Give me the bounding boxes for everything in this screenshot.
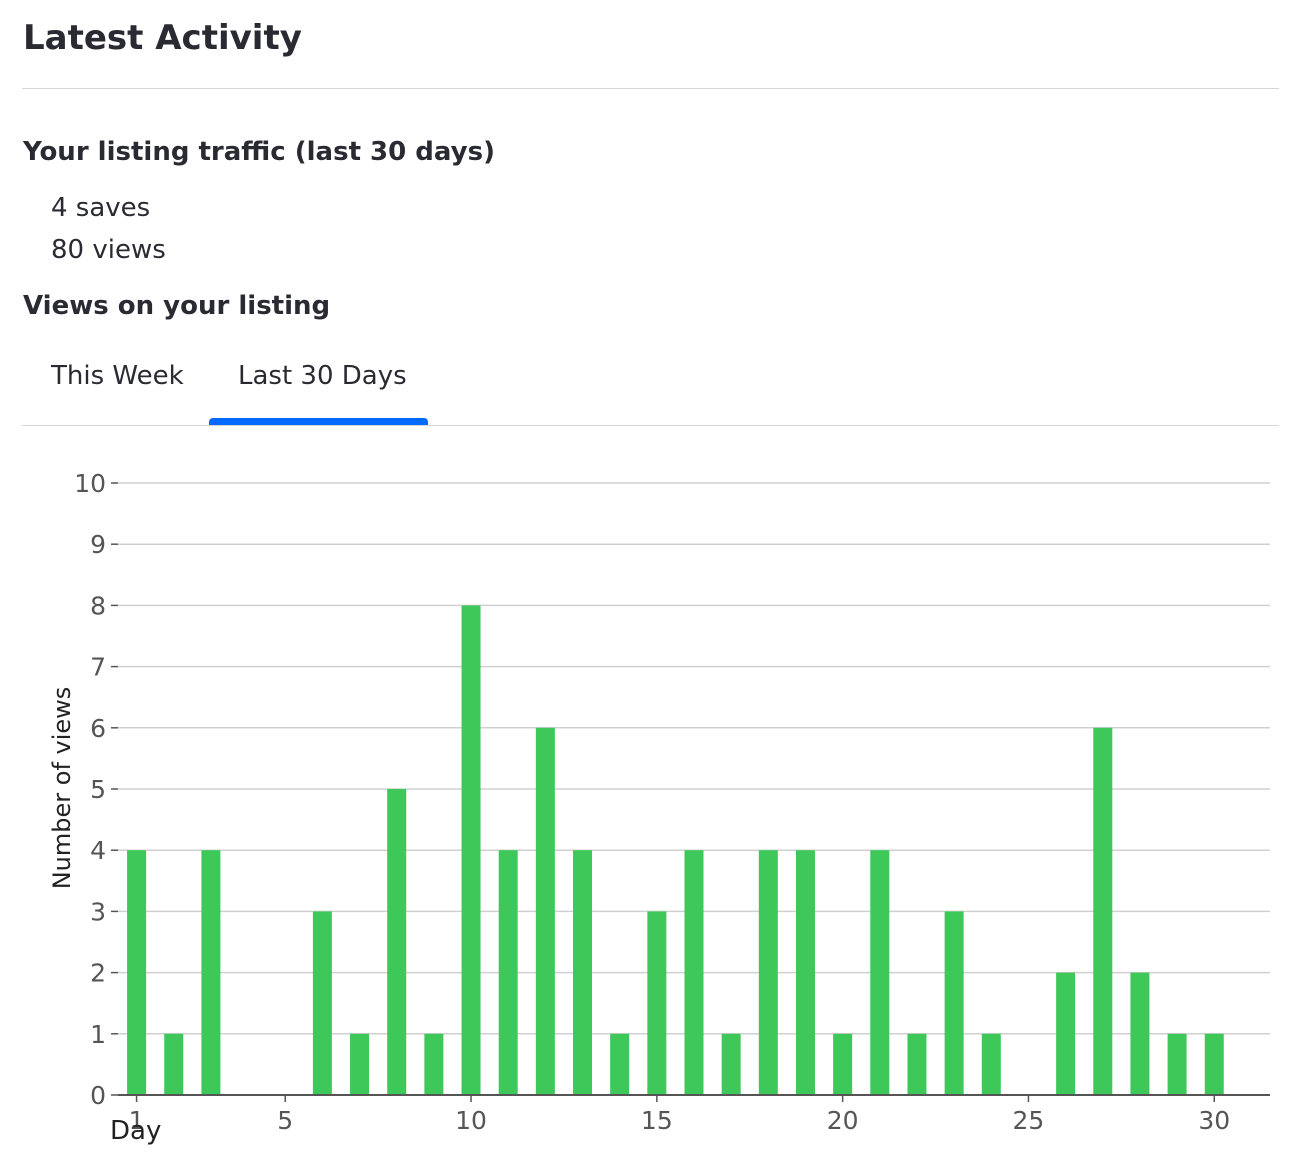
y-tick-label: 7 [90,653,106,682]
bar-day-23 [944,911,964,1095]
x-tick-label: 20 [827,1106,859,1135]
bar-day-6 [312,911,332,1095]
x-axis-label: Day [110,1116,161,1146]
bar-day-8 [387,789,407,1095]
y-tick-label: 10 [74,469,106,498]
chart-gridlines [118,482,1270,1035]
bar-day-10 [461,605,481,1095]
y-tick-label: 2 [90,959,106,988]
chart-bars [127,605,1224,1095]
bar-day-13 [573,850,593,1095]
bar-day-12 [535,727,555,1095]
bar-day-22 [907,1033,927,1095]
y-tick-label: 5 [90,775,106,804]
bar-day-29 [1167,1033,1187,1095]
bar-day-30 [1204,1033,1224,1095]
tab-last-30-days[interactable]: Last 30 Days [238,361,407,391]
page-title: Latest Activity [23,18,302,58]
views-heading: Views on your listing [23,291,331,321]
bar-day-19 [795,850,815,1095]
y-tick-label: 9 [90,530,106,559]
bar-day-20 [833,1033,853,1095]
y-tick-label: 0 [90,1081,106,1110]
bar-day-24 [981,1033,1001,1095]
y-tick-label: 8 [90,591,106,620]
bar-day-15 [647,911,667,1095]
x-tick-label: 15 [641,1106,673,1135]
x-tick-label: 1 [129,1106,145,1135]
x-tick-label: 10 [455,1106,487,1135]
bar-day-3 [201,850,221,1095]
bar-day-26 [1056,972,1076,1095]
bar-day-1 [127,850,147,1095]
bar-day-7 [350,1033,370,1095]
y-tick-label: 3 [90,897,106,926]
y-tick-label: 6 [90,714,106,743]
x-tick-label: 25 [1013,1106,1045,1135]
bar-day-28 [1130,972,1150,1095]
bar-day-14 [610,1033,630,1095]
saves-count: 4 saves [51,193,151,223]
y-tick-label: 4 [90,836,106,865]
bar-day-17 [721,1033,741,1095]
traffic-heading: Your listing traffic (last 30 days) [23,137,495,167]
tab-this-week[interactable]: This Week [51,361,184,391]
bar-day-9 [424,1033,444,1095]
y-axis-label: Number of views [48,687,76,890]
bar-day-2 [164,1033,184,1095]
tabs-divider [22,425,1279,426]
x-tick-label: 30 [1198,1106,1230,1135]
bar-day-11 [498,850,518,1095]
x-tick-label: 5 [277,1106,293,1135]
bar-day-21 [870,850,890,1095]
y-tick-label: 1 [90,1020,106,1049]
bar-day-27 [1093,727,1113,1095]
bar-day-18 [758,850,778,1095]
bar-day-16 [684,850,704,1095]
header-divider [22,88,1279,89]
views-count: 80 views [51,235,166,265]
selected-tab-indicator [209,418,428,425]
